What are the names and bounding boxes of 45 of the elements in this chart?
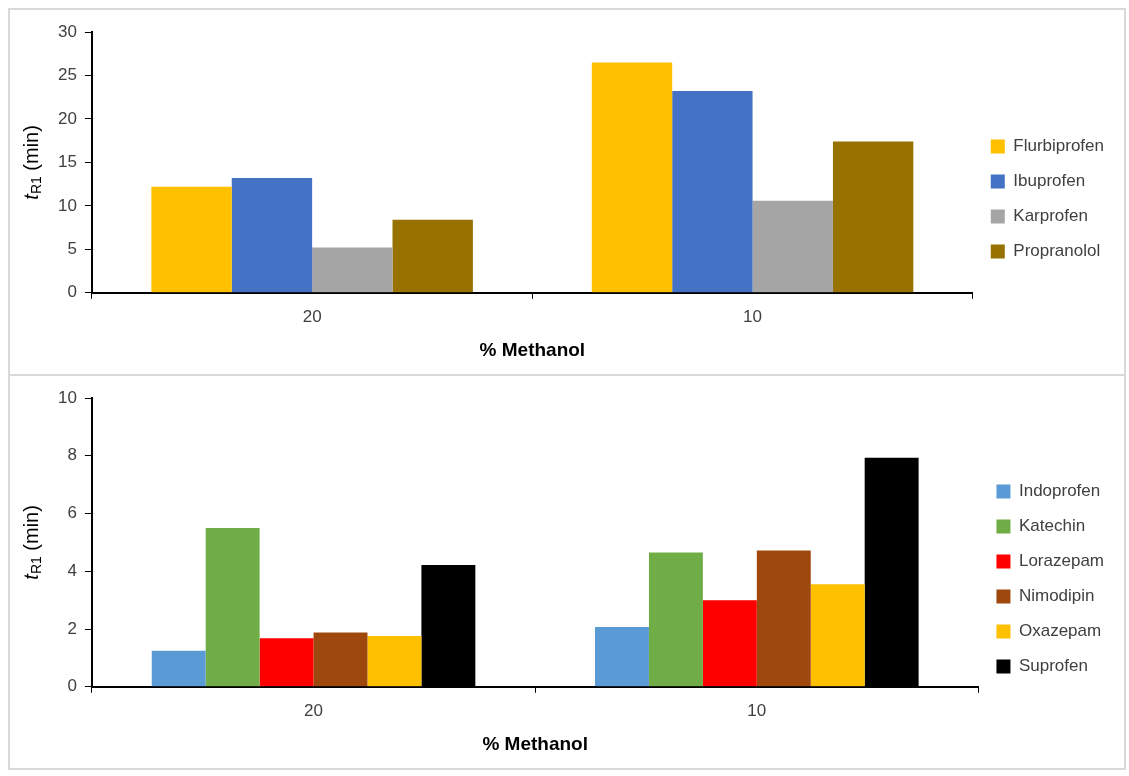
bar: [648, 552, 703, 687]
legend-label: Indoprofen: [1018, 481, 1101, 501]
bar: [313, 632, 368, 687]
bar: [231, 178, 313, 293]
legend-label: Nimodipin: [1018, 586, 1095, 606]
y-tick-label: 5: [67, 239, 77, 259]
bar: [752, 200, 833, 293]
y-axis-title: tR1 (min): [19, 125, 44, 200]
bar: [591, 62, 673, 293]
bar: [595, 627, 649, 687]
legend-label: Katechin: [1018, 516, 1086, 536]
y-tick-label: 15: [57, 152, 77, 172]
bar: [832, 141, 914, 293]
legend-label: Flurbiprofen: [1013, 136, 1105, 156]
y-tick-label: 4: [67, 560, 77, 580]
y-tick-label: 25: [57, 65, 77, 85]
y-tick-label: 30: [57, 21, 77, 41]
bar: [672, 91, 753, 293]
bar: [367, 635, 422, 687]
bar: [756, 550, 811, 687]
bar: [205, 527, 260, 687]
bar: [259, 638, 314, 687]
bar: [151, 650, 206, 687]
legend-label: Oxazepam: [1018, 621, 1102, 641]
bar: [151, 186, 232, 293]
bar: [702, 600, 757, 687]
legend-label: Propranolol: [1013, 241, 1101, 261]
bar: [810, 584, 865, 687]
legend-label: Lorazepam: [1018, 551, 1105, 571]
y-axis-title: tR1 (min): [19, 505, 44, 580]
x-axis-title: % Methanol: [482, 732, 588, 754]
legend-label: Ibuprofen: [1013, 171, 1086, 191]
y-tick-label: 8: [67, 445, 77, 465]
y-tick-label: 20: [57, 108, 77, 128]
bar: [392, 219, 473, 293]
y-tick-label: 10: [57, 195, 77, 215]
bar: [312, 247, 393, 293]
y-tick-label: 0: [67, 676, 77, 696]
y-tick-label: 0: [67, 282, 77, 302]
x-axis-title: % Methanol: [479, 338, 586, 360]
legend-label: Karprofen: [1013, 206, 1088, 226]
legend-label: Suprofen: [1018, 656, 1088, 676]
y-tick-label: 2: [67, 618, 77, 638]
y-tick-label: 6: [67, 503, 77, 523]
y-tick-label: 10: [57, 387, 77, 407]
